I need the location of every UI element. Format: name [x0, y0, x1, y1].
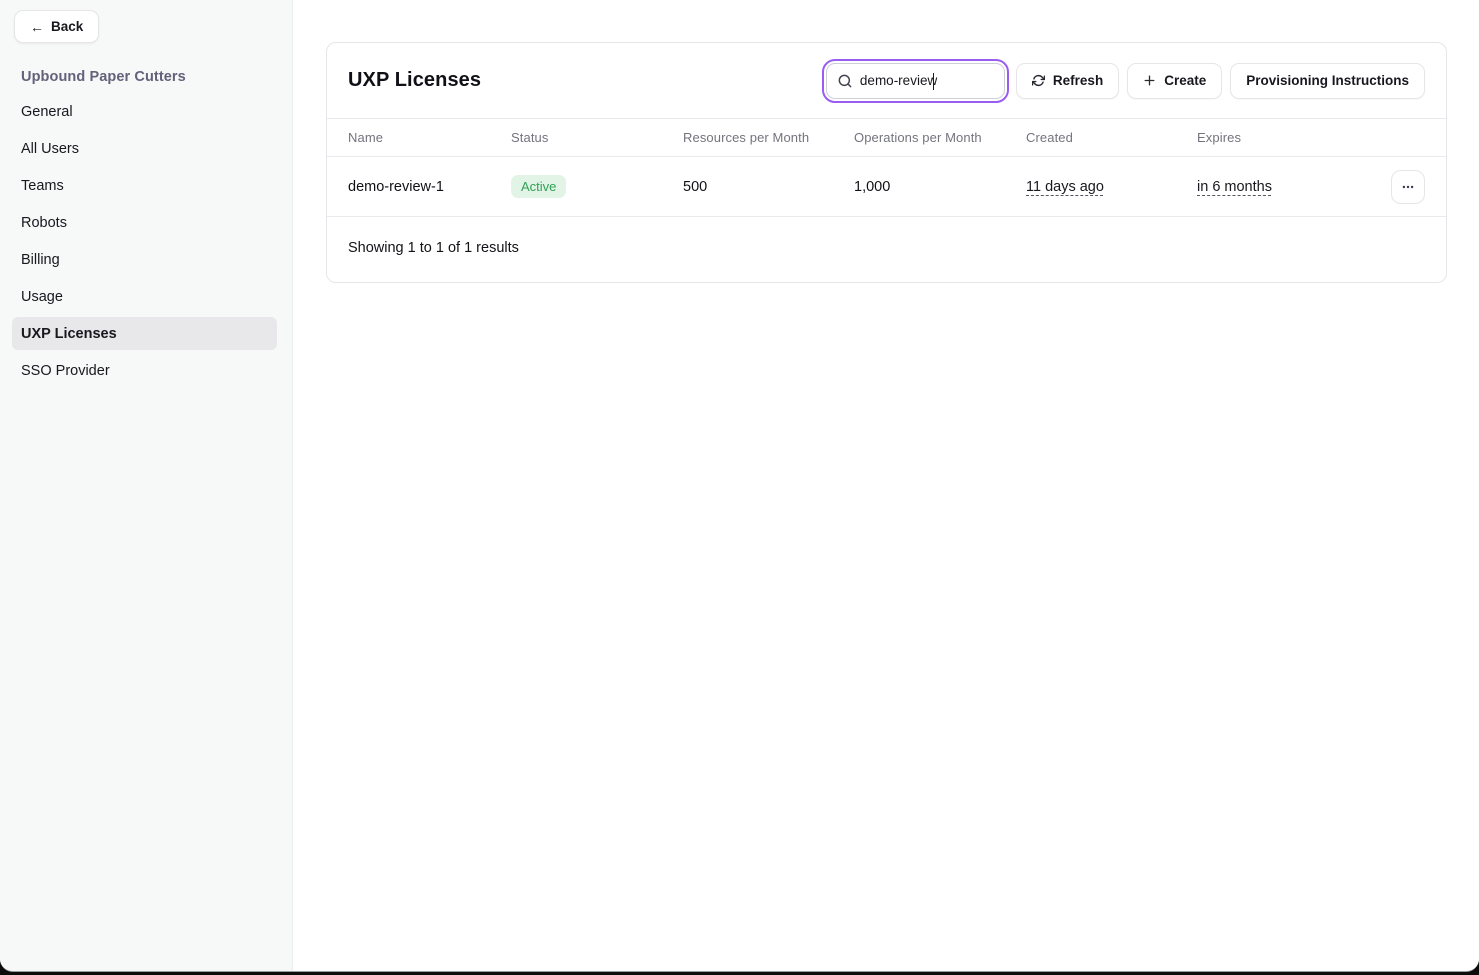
arrow-left-icon: ←	[30, 18, 44, 35]
row-more-actions-button[interactable]	[1391, 169, 1425, 204]
row-actions-cell	[1391, 169, 1425, 204]
header-controls: Refresh Create Provisioning Instructions	[821, 58, 1425, 103]
uxp-licenses-card: UXP Licenses	[326, 42, 1447, 283]
expires-relative-time[interactable]: in 6 months	[1197, 178, 1272, 195]
column-header-status: Status	[511, 130, 549, 145]
org-name-heading: Upbound Paper Cutters	[21, 69, 186, 85]
back-button[interactable]: ← Back	[14, 10, 100, 43]
status-badge: Active	[511, 175, 567, 198]
plus-icon	[1144, 75, 1155, 86]
card-header: UXP Licenses	[327, 43, 1446, 118]
sidebar-item-label: SSO Provider	[21, 362, 110, 379]
search-input[interactable]	[821, 58, 1009, 103]
operations-per-month-value: 1,000	[854, 178, 891, 195]
sidebar-item-label: General	[21, 103, 73, 120]
table-row: demo-review-1 Active 500 1,000 11 days a…	[327, 157, 1446, 216]
table-header-row: Name Status Resources per Month Operatio…	[327, 118, 1446, 157]
sidebar-item-label: Usage	[21, 288, 63, 305]
expires-cell: in 6 months	[1197, 179, 1368, 195]
create-button-label: Create	[1164, 73, 1207, 88]
sidebar-item-label: All Users	[21, 140, 80, 157]
sidebar-item-all-users[interactable]: All Users	[12, 132, 277, 165]
sidebar-item-label: UXP Licenses	[21, 325, 117, 342]
sidebar-item-label: Billing	[21, 251, 60, 268]
created-relative-time[interactable]: 11 days ago	[1026, 178, 1104, 195]
sidebar-item-label: Teams	[21, 177, 64, 194]
sidebar-item-uxp-licenses[interactable]: UXP Licenses	[12, 317, 277, 350]
ellipsis-icon	[1402, 185, 1414, 188]
license-name: demo-review-1	[348, 178, 444, 195]
sidebar-item-robots[interactable]: Robots	[12, 206, 277, 239]
sidebar-nav: Upbound Paper Cutters General All Users …	[0, 69, 292, 387]
column-header-resources: Resources per Month	[683, 130, 810, 145]
sidebar-item-billing[interactable]: Billing	[12, 243, 277, 276]
provisioning-instructions-button[interactable]: Provisioning Instructions	[1230, 62, 1425, 99]
created-cell: 11 days ago	[1026, 179, 1197, 195]
sidebar-item-teams[interactable]: Teams	[12, 169, 277, 202]
sidebar-item-usage[interactable]: Usage	[12, 280, 277, 313]
refresh-icon	[1031, 74, 1045, 87]
back-button-label: Back	[51, 19, 84, 34]
column-header-operations: Operations per Month	[854, 130, 982, 145]
refresh-button[interactable]: Refresh	[1015, 62, 1120, 99]
page-title: UXP Licenses	[348, 69, 482, 91]
settings-sidebar: ← Back Upbound Paper Cutters General All…	[0, 0, 293, 971]
sidebar-item-label: Robots	[21, 214, 67, 231]
status-cell: Active	[511, 175, 683, 198]
column-header-name: Name	[348, 130, 384, 145]
column-header-expires: Expires	[1197, 130, 1242, 145]
sidebar-item-general[interactable]: General	[12, 95, 277, 128]
provisioning-instructions-label: Provisioning Instructions	[1246, 73, 1409, 88]
resources-per-month-value: 500	[683, 178, 708, 195]
sidebar-item-sso-provider[interactable]: SSO Provider	[12, 354, 277, 387]
create-button[interactable]: Create	[1127, 62, 1223, 99]
search-field-wrapper	[821, 58, 1009, 103]
refresh-button-label: Refresh	[1052, 73, 1104, 88]
main-content: UXP Licenses	[293, 0, 1479, 971]
column-header-created: Created	[1026, 130, 1073, 145]
results-summary: Showing 1 to 1 of 1 results	[327, 216, 1446, 282]
